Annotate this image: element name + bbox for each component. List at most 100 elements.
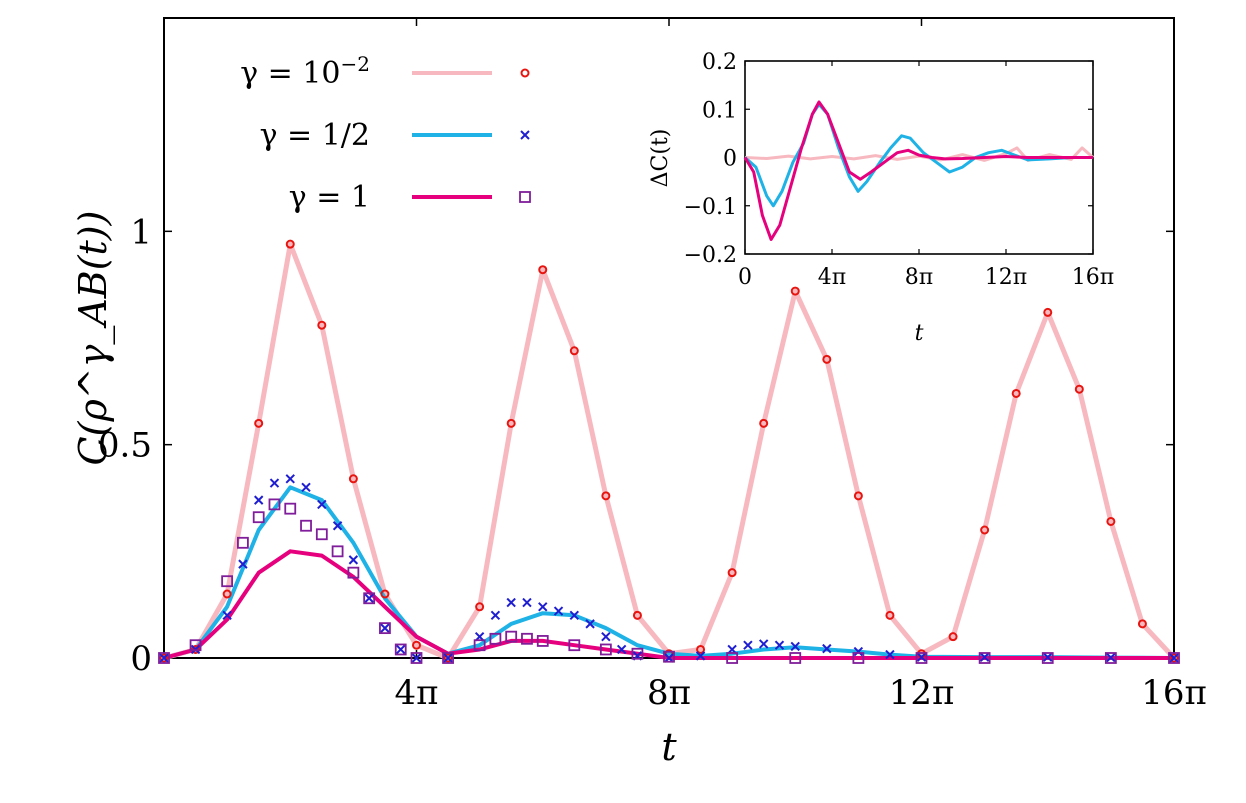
- series-marker: [789, 652, 802, 664]
- series-marker: [978, 652, 991, 664]
- series-marker: [743, 640, 753, 650]
- series-marker: [396, 644, 406, 655]
- series-marker: [506, 418, 516, 428]
- series-marker: [759, 418, 769, 428]
- inset-x-tick-label: 8π: [905, 265, 933, 290]
- series-marker: [916, 652, 927, 662]
- series-marker: [348, 474, 358, 484]
- series-marker: [189, 639, 202, 652]
- series-marker: [616, 644, 627, 655]
- series-marker: [885, 649, 895, 660]
- series-marker: [475, 602, 485, 612]
- series-marker: [158, 652, 170, 664]
- series-marker: [758, 639, 769, 649]
- series-marker: [222, 610, 232, 621]
- series-marker: [853, 646, 864, 657]
- series-marker: [268, 498, 281, 511]
- series-marker: [568, 639, 581, 652]
- y-tick-label: 0: [130, 639, 152, 679]
- series-marker: [601, 631, 611, 642]
- series-marker: [315, 528, 328, 541]
- legend-marker-swatch: [520, 130, 530, 140]
- series-marker: [536, 635, 549, 647]
- series-marker: [1074, 384, 1084, 394]
- series-marker: [442, 652, 454, 664]
- legend-marker-swatch: [519, 191, 531, 203]
- series-marker: [380, 589, 390, 599]
- series-marker: [948, 632, 958, 642]
- series-marker: [852, 652, 865, 664]
- inset-x-tick-label: 0: [738, 265, 752, 290]
- series-marker: [1043, 307, 1053, 317]
- series-marker: [253, 495, 264, 505]
- inset-y-tick-label: 0: [723, 147, 737, 172]
- series-marker: [664, 653, 674, 663]
- series-marker: [506, 597, 516, 608]
- y-tick-label: 1: [130, 212, 152, 252]
- series-marker: [237, 536, 249, 549]
- series-marker: [1106, 516, 1116, 526]
- series-marker: [822, 643, 832, 654]
- series-marker: [238, 559, 248, 569]
- series-marker: [1137, 619, 1147, 629]
- series-marker: [363, 592, 376, 605]
- series-marker: [443, 653, 453, 663]
- legend-label-superscript: −2: [341, 52, 370, 76]
- series-marker: [490, 610, 501, 621]
- series-marker: [774, 640, 785, 650]
- series-marker: [348, 555, 359, 565]
- series-marker: [585, 619, 595, 629]
- series-marker: [412, 640, 421, 650]
- series-marker: [599, 643, 612, 656]
- x-tick-label: 12π: [889, 673, 955, 713]
- series-marker: [347, 566, 360, 579]
- y-axis-label: C(ρ^γ_AB(t)): [71, 211, 116, 466]
- series-marker: [696, 644, 706, 654]
- series-marker: [569, 346, 579, 356]
- series-marker: [159, 653, 169, 663]
- inset-x-tick-label: 12π: [985, 265, 1027, 290]
- series-marker: [695, 651, 706, 661]
- inset-series: [743, 100, 1094, 241]
- series-marker: [379, 622, 391, 635]
- legend-marker-swatch: [520, 68, 530, 78]
- series-marker: [538, 265, 548, 275]
- inset-series-line: [743, 100, 1093, 241]
- legend-label: γ = 1: [289, 180, 370, 215]
- series-marker: [317, 320, 327, 330]
- series-marker: [1104, 652, 1117, 664]
- series-marker: [726, 652, 739, 664]
- series-marker: [269, 478, 280, 488]
- inset-x-tick-label: 16π: [1072, 265, 1114, 290]
- series-marker: [790, 286, 800, 296]
- series-marker: [553, 606, 564, 616]
- series-marker: [915, 652, 928, 664]
- series-marker: [252, 511, 265, 524]
- series-marker: [885, 610, 895, 620]
- series-marker: [284, 502, 297, 515]
- series-marker: [285, 239, 295, 249]
- inset-x-axis-label: t: [915, 321, 924, 346]
- series-marker: [300, 519, 312, 532]
- series-marker: [380, 623, 390, 633]
- x-tick-label: 8π: [647, 673, 691, 713]
- series-marker: [980, 525, 990, 535]
- series-marker: [521, 632, 533, 645]
- series-marker: [1041, 652, 1054, 664]
- inset-y-axis-label: ΔC(t): [648, 129, 673, 188]
- series-marker: [411, 653, 422, 663]
- y-tick-label: 0.5: [98, 426, 152, 466]
- series-marker: [221, 575, 234, 588]
- series-marker: [301, 482, 311, 493]
- inset-y-tick-label: 0.2: [702, 50, 737, 75]
- main-series: [158, 239, 1180, 664]
- series-marker: [631, 647, 644, 660]
- series-marker: [410, 652, 423, 664]
- series-marker: [317, 499, 327, 510]
- series-line: [163, 549, 1174, 660]
- series-marker: [222, 589, 232, 599]
- series-marker: [443, 653, 453, 663]
- inset-y-tick-label: −0.1: [684, 195, 737, 220]
